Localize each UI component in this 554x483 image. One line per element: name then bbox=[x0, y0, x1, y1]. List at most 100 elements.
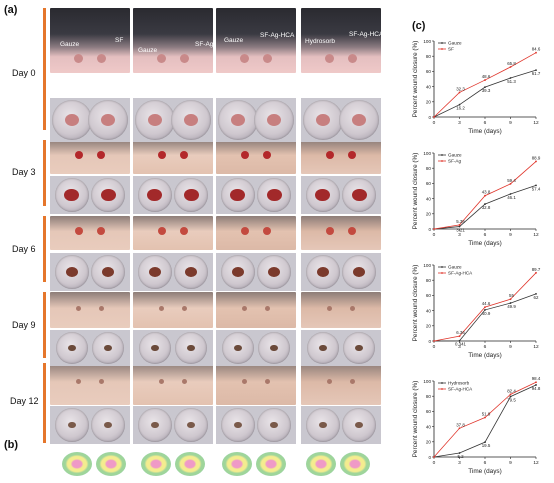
wound-spot bbox=[98, 379, 104, 385]
data-label: 44.6 bbox=[482, 301, 491, 306]
petri-dish bbox=[174, 408, 209, 442]
wound-spot bbox=[181, 379, 187, 385]
petri-dish bbox=[258, 332, 291, 364]
wound-sample bbox=[355, 344, 364, 352]
mouse-photo bbox=[216, 140, 296, 174]
data-label: 55 bbox=[509, 293, 514, 298]
wound-sample bbox=[148, 266, 161, 278]
data-point bbox=[458, 224, 461, 226]
x-tick-label: 3 bbox=[458, 460, 461, 466]
y-tick-label: 80 bbox=[426, 278, 432, 283]
wound-heatmap bbox=[340, 452, 370, 476]
wound-sample bbox=[315, 114, 330, 126]
data-label: 88.9 bbox=[532, 155, 541, 160]
wound-sample bbox=[187, 421, 196, 429]
mouse-photo bbox=[301, 363, 381, 405]
y-tick-label: 0 bbox=[428, 115, 431, 120]
data-label: 46.1 bbox=[507, 195, 516, 200]
series-line bbox=[433, 52, 537, 118]
mouse-photo bbox=[50, 363, 130, 405]
wound-spot bbox=[325, 151, 334, 160]
data-point bbox=[458, 452, 461, 454]
x-tick-label: 9 bbox=[509, 232, 512, 238]
day-label-12: Day 12 bbox=[10, 396, 39, 406]
legend-marker bbox=[441, 154, 443, 156]
data-label: 40.9 bbox=[482, 311, 491, 316]
wound-spot bbox=[348, 227, 357, 236]
data-point bbox=[484, 441, 486, 444]
data-point bbox=[509, 393, 512, 396]
wound-spot bbox=[263, 151, 272, 160]
x-tick-label: 9 bbox=[509, 120, 512, 126]
petri-dish bbox=[305, 178, 340, 212]
panel-label-a: (a) bbox=[4, 4, 18, 16]
wound-heatmap bbox=[175, 452, 205, 476]
y-tick-label: 0 bbox=[428, 227, 431, 232]
wound-heatmap bbox=[62, 452, 92, 476]
wound-spot bbox=[264, 379, 270, 385]
petri-dish bbox=[257, 408, 292, 442]
x-tick-label: 12 bbox=[533, 460, 539, 466]
wound-spot bbox=[159, 305, 165, 311]
petri-dish bbox=[305, 408, 340, 442]
x-tick-label: 6 bbox=[484, 232, 487, 238]
data-point bbox=[509, 302, 512, 304]
data-label: 43.8 bbox=[482, 190, 491, 195]
wound-sample bbox=[187, 344, 196, 352]
wound-sample bbox=[147, 114, 162, 126]
y-tick-label: 40 bbox=[426, 308, 432, 313]
wound-spot bbox=[96, 54, 106, 64]
wound-sample bbox=[266, 188, 282, 202]
anno-sf: SF bbox=[115, 37, 124, 44]
data-point bbox=[433, 340, 435, 342]
petri-dish bbox=[221, 332, 254, 364]
data-point bbox=[509, 193, 512, 195]
petri-dish bbox=[55, 332, 88, 364]
wound-sample bbox=[353, 266, 366, 278]
legend-marker bbox=[441, 48, 443, 50]
wound-spot bbox=[74, 54, 84, 64]
petri-dish bbox=[51, 100, 92, 140]
petri-dish bbox=[339, 100, 380, 140]
data-point bbox=[458, 225, 461, 228]
mouse-photo bbox=[50, 8, 130, 73]
data-point bbox=[484, 416, 486, 419]
day-label-0: Day 0 bbox=[12, 68, 36, 78]
data-label: 59.4 bbox=[507, 178, 516, 183]
wound-spot bbox=[347, 54, 357, 64]
data-point bbox=[484, 306, 486, 309]
wound-spot bbox=[349, 379, 355, 385]
x-tick-label: 9 bbox=[509, 344, 512, 350]
petri-dish bbox=[220, 255, 255, 289]
petri-dish bbox=[92, 332, 125, 364]
y-tick-label: 20 bbox=[426, 212, 432, 217]
petri-dish bbox=[220, 408, 255, 442]
x-axis-label: Time (days) bbox=[468, 240, 502, 247]
day9-bracket bbox=[43, 292, 46, 358]
petri-dish bbox=[342, 408, 377, 442]
wound-spot bbox=[74, 151, 83, 160]
petri-dish bbox=[91, 255, 126, 289]
wound-spot bbox=[74, 227, 83, 236]
legend-label: SF-Ag-HCA bbox=[448, 271, 473, 276]
wound-spot bbox=[327, 379, 333, 385]
data-label: 3.21 bbox=[456, 228, 465, 233]
wound-sample bbox=[230, 114, 245, 126]
data-point bbox=[509, 395, 512, 398]
wound-heatmap bbox=[141, 452, 171, 476]
data-label: 32.3 bbox=[456, 86, 465, 91]
data-point bbox=[484, 203, 486, 205]
mouse-photo bbox=[216, 8, 296, 73]
petri-dish bbox=[257, 255, 292, 289]
data-point bbox=[535, 271, 537, 274]
wound-spot bbox=[242, 379, 248, 385]
wound-spot bbox=[180, 227, 189, 236]
data-point bbox=[458, 427, 461, 430]
wound-sample bbox=[268, 266, 281, 278]
x-tick-label: 0 bbox=[433, 120, 436, 126]
wound-spot bbox=[348, 151, 357, 160]
wound-spot bbox=[159, 379, 165, 385]
mouse-photo bbox=[216, 363, 296, 405]
legend-marker bbox=[441, 266, 443, 268]
y-tick-label: 0 bbox=[428, 339, 431, 344]
